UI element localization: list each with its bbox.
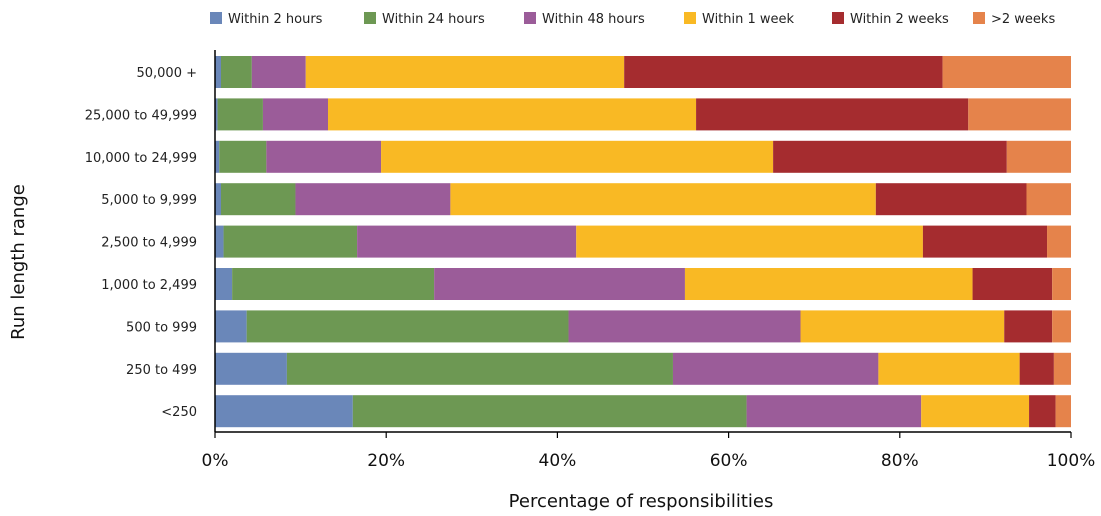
x-tick-label: 60% bbox=[710, 451, 748, 471]
bar-segment bbox=[215, 56, 221, 88]
category-label: 10,000 to 24,999 bbox=[85, 151, 197, 166]
bar-segment bbox=[215, 352, 287, 385]
x-axis-title: Percentage of responsibilities bbox=[509, 491, 774, 512]
category-label: 25,000 to 49,999 bbox=[85, 108, 197, 123]
category-label: 50,000 + bbox=[136, 66, 197, 81]
bar-segment bbox=[215, 140, 220, 173]
legend-swatch bbox=[684, 12, 696, 24]
bar-segment bbox=[624, 56, 943, 88]
x-tick-label: 100% bbox=[1047, 451, 1096, 471]
x-tick-label: 20% bbox=[367, 451, 405, 471]
x-tick-label: 40% bbox=[539, 451, 577, 471]
bar-segment bbox=[684, 268, 973, 300]
bar-segment bbox=[576, 225, 923, 258]
bar-segment bbox=[295, 183, 451, 216]
bar-segment bbox=[215, 183, 221, 216]
bar-segment bbox=[219, 140, 267, 173]
bar-segment bbox=[262, 98, 328, 131]
bar-segment bbox=[266, 140, 382, 173]
bar-segment bbox=[1026, 183, 1071, 216]
bar-segment bbox=[942, 56, 1071, 88]
bar-segment bbox=[921, 395, 1030, 428]
legend-label: Within 2 weeks bbox=[850, 12, 949, 27]
category-label: <250 bbox=[161, 405, 197, 420]
axes bbox=[214, 50, 1071, 433]
category-label: 1,000 to 2,499 bbox=[101, 278, 197, 293]
bar-segment bbox=[800, 310, 1005, 343]
bar-segment bbox=[672, 352, 879, 385]
bar-segment bbox=[246, 310, 569, 343]
bar-segment bbox=[1052, 310, 1071, 343]
bars bbox=[215, 56, 1071, 428]
bar-segment bbox=[305, 56, 625, 88]
bar-segment bbox=[215, 268, 233, 300]
bar-segment bbox=[251, 56, 306, 88]
x-tick-label: 80% bbox=[881, 451, 919, 471]
legend: Within 2 hours Within 24 hours Within 48 h… bbox=[210, 12, 1055, 27]
bar-segment bbox=[968, 98, 1071, 131]
bar-segment bbox=[1019, 352, 1054, 385]
bar-segment bbox=[1053, 352, 1071, 385]
x-tick-label: 0% bbox=[202, 451, 229, 471]
bar-segment bbox=[215, 310, 247, 343]
legend-swatch bbox=[364, 12, 376, 24]
bar-segment bbox=[746, 395, 922, 428]
bar-segment bbox=[232, 268, 435, 300]
legend-swatch bbox=[210, 12, 222, 24]
bar-segment bbox=[434, 268, 685, 300]
bar-segment bbox=[215, 98, 218, 131]
legend-label: >2 weeks bbox=[991, 12, 1055, 27]
bar-segment bbox=[215, 395, 353, 428]
bar-segment bbox=[352, 395, 747, 428]
bar-segment bbox=[223, 225, 358, 258]
bar-segment bbox=[1006, 140, 1071, 173]
category-label: 250 to 499 bbox=[126, 363, 197, 378]
bar-segment bbox=[381, 140, 774, 173]
bar-segment bbox=[696, 98, 969, 131]
bar-segment bbox=[286, 352, 673, 385]
category-label: 5,000 to 9,999 bbox=[101, 193, 197, 208]
legend-label: Within 1 week bbox=[702, 12, 795, 27]
bar-segment bbox=[875, 183, 1027, 216]
bar-segment bbox=[327, 98, 697, 131]
legend-label: Within 2 hours bbox=[228, 12, 323, 27]
bar-segment bbox=[220, 56, 252, 88]
legend-swatch bbox=[524, 12, 536, 24]
bar-segment bbox=[972, 268, 1053, 300]
bar-segment bbox=[568, 310, 801, 343]
bar-segment bbox=[450, 183, 876, 216]
category-label: 2,500 to 4,999 bbox=[101, 236, 197, 251]
legend-label: Within 24 hours bbox=[382, 12, 485, 27]
bar-segment bbox=[1052, 268, 1071, 300]
bar-segment bbox=[1029, 395, 1056, 428]
bar-segment bbox=[1004, 310, 1053, 343]
x-ticks: 0% 20% 40% 60% 80% 100% bbox=[202, 432, 1096, 471]
y-axis-title: Run length range bbox=[8, 184, 29, 340]
bar-segment bbox=[220, 183, 296, 216]
bar-segment bbox=[1055, 395, 1071, 428]
legend-swatch bbox=[832, 12, 844, 24]
category-label: 500 to 999 bbox=[126, 320, 197, 335]
category-labels: 50,000 + 25,000 to 49,999 10,000 to 24,999… bbox=[85, 66, 197, 420]
bar-segment bbox=[1047, 225, 1071, 258]
bar-segment bbox=[217, 98, 263, 131]
bar-segment bbox=[922, 225, 1048, 258]
bar-segment bbox=[878, 352, 1020, 385]
bar-segment bbox=[773, 140, 1007, 173]
legend-label: Within 48 hours bbox=[542, 12, 645, 27]
legend-swatch bbox=[973, 12, 985, 24]
bar-segment bbox=[357, 225, 577, 258]
bar-segment bbox=[215, 225, 224, 258]
